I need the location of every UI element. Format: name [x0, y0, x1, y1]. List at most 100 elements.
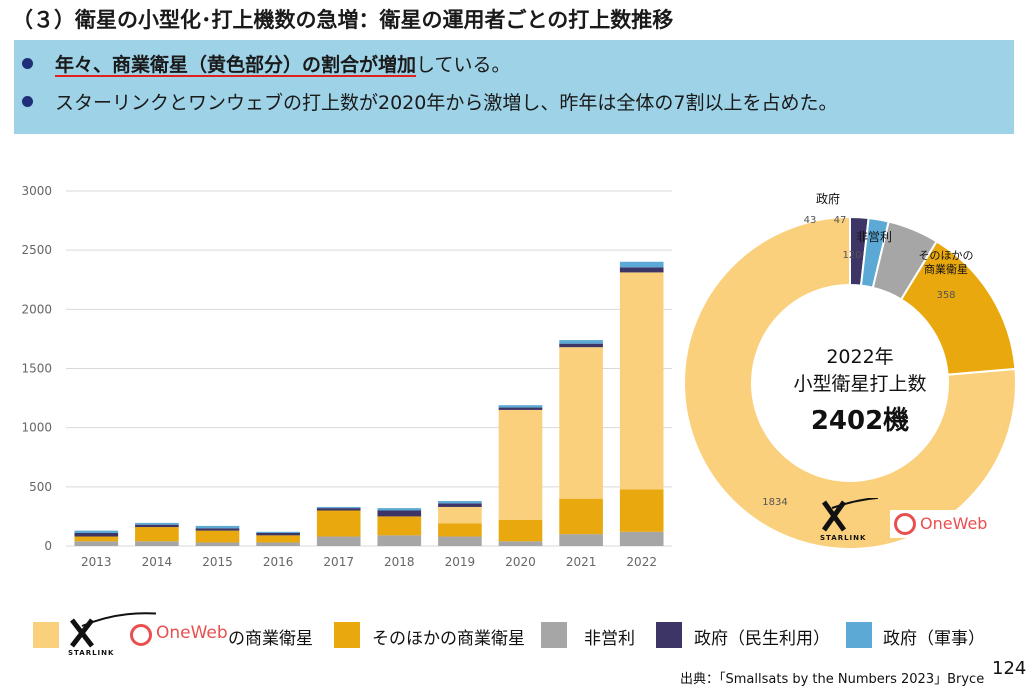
legend-swatch-gov-civil: [656, 622, 682, 648]
starlink-logo: STARLINK: [818, 496, 919, 544]
bar-segment: [135, 541, 179, 546]
bar-segment: [195, 542, 240, 546]
legend-label-gov-civil: 政府（民生利用）: [694, 629, 830, 649]
y-tick-label: 1000: [21, 421, 52, 435]
bar-segment: [135, 524, 179, 528]
bullet-dot: [22, 58, 33, 69]
x-tick-label: 2020: [505, 555, 536, 569]
y-tick-label: 1500: [21, 362, 52, 376]
bar-segment: [135, 522, 179, 525]
stacked-bar-chart: 0 500 1000 1500 2000 2500 3000 2013 2014 2015 2016…: [21, 184, 672, 569]
bullet-2-text: スターリンクとワンウェブの打上数が2020年から激増し、昨年は全体の7割以上を占…: [55, 92, 838, 114]
bullet-1-emphasis: 年々、商業衛星（黄色部分）の割合が増加: [55, 54, 417, 76]
summary-box: [14, 40, 1014, 134]
y-tick-label: 2500: [21, 243, 52, 257]
bar-segment: [498, 409, 543, 520]
x-tick-label: 2018: [384, 555, 415, 569]
bar-segment: [195, 525, 240, 529]
bar-segment: [316, 536, 361, 546]
legend-oneweb-ring-icon: [130, 624, 152, 646]
bar-segment: [619, 272, 664, 490]
bar-segment: [438, 536, 482, 546]
legend-label-major-commercial: の商業衛星: [228, 629, 313, 649]
bar-segment: [438, 501, 482, 504]
oneweb-logo: OneWeb: [890, 510, 1000, 538]
slice-value-label: 1834: [762, 497, 787, 508]
legend-swatch-other-commercial: [334, 622, 360, 648]
slice-category-label: 政府: [816, 191, 840, 206]
bar-segment: [619, 531, 664, 546]
slice-category-label: 非営利: [856, 230, 892, 244]
legend-starlink-wordmark: STARLINK: [68, 649, 115, 657]
bar-segment: [559, 343, 603, 348]
bar-segment: [377, 508, 422, 511]
legend-swatch-gov-military: [846, 622, 872, 648]
bullet-1-rest: している。: [416, 54, 511, 76]
bar-segment: [619, 261, 664, 268]
slice-value-label: 120: [842, 250, 861, 261]
slice-category-label: そのほかの: [919, 249, 974, 262]
y-tick-label: 0: [44, 539, 52, 553]
legend-label-gov-military: 政府（軍事）: [883, 629, 985, 649]
y-tick-label: 2000: [21, 302, 52, 316]
bar-segment: [559, 340, 603, 344]
legend-label-other-commercial: そのほかの商業衛星: [372, 629, 525, 649]
bar-segment: [377, 535, 422, 546]
slice-category-label: 商業衛星: [924, 262, 968, 276]
bar-segment: [256, 531, 300, 533]
bar-segment: [74, 541, 119, 546]
x-tick-label: 2014: [142, 555, 173, 569]
x-tick-label: 2016: [263, 555, 294, 569]
bar-segment: [135, 527, 179, 542]
oneweb-ring-icon: [894, 513, 916, 535]
bar-segment: [195, 528, 240, 531]
bar-segment: [559, 534, 603, 546]
bar-segment: [498, 407, 543, 410]
legend-label-nonprofit: 非営利: [584, 629, 635, 649]
y-tick-label: 3000: [21, 184, 52, 198]
slide-title: （３）衛星の小型化･打上機数の急増：衛星の運用者ごとの打上数推移: [12, 8, 674, 32]
x-tick-label: 2015: [202, 555, 233, 569]
x-tick-label: 2019: [445, 555, 476, 569]
donut-center-year: 2022年: [826, 346, 894, 368]
bar-segment: [619, 267, 664, 273]
bar-segment: [74, 536, 119, 542]
bar-segment: [619, 489, 664, 532]
bar-segment: [256, 532, 300, 536]
bullet-dot: [22, 96, 33, 107]
x-tick-label: 2021: [566, 555, 597, 569]
bar-segment: [498, 405, 543, 408]
legend-oneweb-logo: OneWeb: [130, 622, 228, 646]
oneweb-wordmark: OneWeb: [920, 514, 988, 533]
slice-value-label: 358: [936, 290, 955, 301]
bar-segment: [559, 498, 603, 535]
bullet-1: 年々、商業衛星（黄色部分）の割合が増加している。: [22, 50, 510, 77]
bar-segment: [377, 510, 422, 517]
legend-swatch-nonprofit: [541, 622, 567, 648]
x-tick-label: 2013: [81, 555, 112, 569]
y-tick-label: 500: [29, 480, 52, 494]
bar-segment: [316, 510, 361, 537]
page-number: 124: [992, 658, 1027, 679]
bar-segment: [74, 530, 119, 533]
bar-segment: [256, 542, 300, 546]
bar-segment: [438, 523, 482, 537]
bar-segment: [316, 508, 361, 511]
legend-starlink-logo: STARLINK: [66, 612, 163, 660]
bar-segment: [377, 516, 422, 536]
slice-value-label: 47: [834, 215, 847, 226]
bar-segment: [438, 503, 482, 507]
donut-center-label: 小型衛星打上数: [793, 373, 927, 395]
donut-slice: [683, 215, 1017, 550]
bar-segment: [256, 535, 300, 543]
bar-segment: [195, 530, 240, 543]
donut-center-total: 2402機: [810, 406, 910, 436]
bullet-2: スターリンクとワンウェブの打上数が2020年から激増し、昨年は全体の7割以上を占…: [22, 88, 837, 115]
bar-segment: [316, 506, 361, 509]
bar-segment: [74, 532, 119, 537]
x-tick-label: 2022: [626, 555, 657, 569]
legend-swatch-major-commercial: [33, 622, 59, 648]
starlink-wordmark: STARLINK: [820, 534, 867, 542]
bar-segment: [559, 347, 603, 499]
